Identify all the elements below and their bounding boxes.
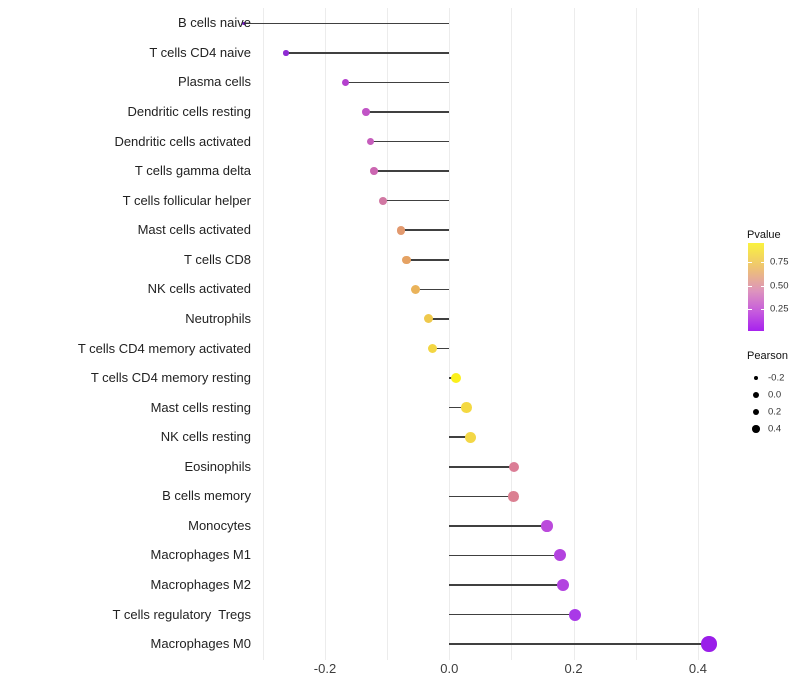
lollipop-dot <box>569 608 582 621</box>
y-axis-label: Mast cells resting <box>150 399 251 415</box>
pearson-size-label: 0.4 <box>768 423 782 435</box>
y-axis-label: Plasma cells <box>178 74 251 90</box>
lollipop-segment <box>415 288 450 291</box>
y-axis-label: Macrophages M0 <box>150 636 251 652</box>
pearson-size-label: -0.2 <box>768 372 785 384</box>
x-tick-label: 0.2 <box>564 661 583 676</box>
y-axis-label: B cells memory <box>162 488 251 504</box>
colorbar-tick-label: 0.25 <box>770 303 789 315</box>
lollipop-dot <box>366 137 375 146</box>
lollipop-segment <box>432 347 450 350</box>
pearson-size-dot <box>753 375 759 381</box>
lollipop-segment <box>345 81 450 84</box>
y-axis-label: T cells follicular helper <box>122 192 251 208</box>
gridline-x--0.3 <box>262 8 264 660</box>
y-axis-label: T cells gamma delta <box>134 163 251 179</box>
y-axis-label: NK cells resting <box>160 429 251 445</box>
lollipop-dot <box>557 579 570 592</box>
x-tick-label: 0.0 <box>440 661 459 676</box>
colorbar-tick-mark <box>748 309 752 310</box>
colorbar-tick-label: 0.50 <box>770 280 789 292</box>
lollipop-segment <box>400 229 450 232</box>
gridline-x-0.3 <box>635 8 637 660</box>
y-axis-label: Macrophages M1 <box>150 547 251 563</box>
y-axis-label: T cells CD4 naive <box>149 44 251 60</box>
lollipop-segment <box>366 111 450 113</box>
colorbar-tick-mark <box>760 309 764 310</box>
x-tick-label: 0.4 <box>688 661 707 676</box>
lollipop-segment <box>449 525 547 527</box>
lollipop-segment <box>370 140 450 143</box>
lollipop-dot <box>411 284 421 294</box>
lollipop-dot <box>242 21 246 26</box>
colorbar-tick-mark <box>748 262 752 263</box>
colorbar-tick-mark <box>760 286 764 288</box>
lollipop-dot <box>378 196 387 205</box>
lollipop-dot <box>427 343 438 354</box>
lollipop-dot <box>541 520 553 532</box>
lollipop-dot <box>553 549 566 562</box>
pearson-size-label: 0.2 <box>768 406 782 418</box>
lollipop-dot <box>362 108 370 116</box>
lollipop-segment <box>449 406 467 409</box>
y-axis-label: NK cells activated <box>147 281 251 297</box>
lollipop-segment <box>449 613 576 616</box>
lollipop-segment <box>382 199 450 202</box>
gridline-x--0.1 <box>387 8 389 660</box>
y-axis-label: Eosinophils <box>184 458 252 474</box>
gridline-x-0 <box>449 8 451 660</box>
lollipop-dot <box>402 255 411 265</box>
lollipop-segment <box>449 643 710 645</box>
lollipop-segment <box>285 52 450 54</box>
colorbar-tick-mark <box>760 262 764 263</box>
lollipop-dot <box>396 226 406 235</box>
lollipop-dot <box>424 314 434 324</box>
pearson-size-label: 0.0 <box>768 389 782 401</box>
y-axis-label: Neutrophils <box>185 310 251 326</box>
pvalue-legend-title: Pvalue <box>747 229 781 241</box>
pearson-size-dot <box>752 425 760 433</box>
lollipop-dot <box>451 373 462 384</box>
colorbar-tick-label: 0.75 <box>770 256 789 268</box>
lollipop-segment <box>449 554 560 557</box>
gridline-x-0.1 <box>511 8 513 660</box>
lollipop-dot <box>370 167 378 175</box>
y-axis-label: Dendritic cells activated <box>114 133 251 149</box>
lollipop-dot <box>461 402 472 413</box>
y-axis-label: T cells CD4 memory resting <box>90 370 251 386</box>
lollipop-segment <box>406 259 450 261</box>
gridline-x-0.4 <box>697 8 699 660</box>
y-axis-label: T cells CD4 memory activated <box>77 340 251 356</box>
y-axis-label: T cells CD8 <box>184 251 251 267</box>
lollipop-dot <box>508 461 520 473</box>
y-axis-label: T cells regulatory Tregs <box>112 606 251 622</box>
y-axis-label: Mast cells activated <box>137 222 251 238</box>
gridline-x-0.2 <box>573 8 575 660</box>
lollipop-dot <box>283 50 289 56</box>
pearson-legend-title: Pearson <box>747 350 788 362</box>
colorbar-tick-mark <box>748 286 752 288</box>
pvalue-colorbar <box>748 243 764 331</box>
lollipop-segment <box>449 465 514 468</box>
gridline-x--0.2 <box>325 8 326 660</box>
lollipop-segment <box>428 318 450 320</box>
lollipop-dot <box>464 431 476 443</box>
lollipop-dot <box>341 78 350 87</box>
y-axis-label: Monocytes <box>188 517 251 533</box>
lollipop-segment <box>449 584 564 586</box>
lollipop-segment <box>244 22 450 25</box>
lollipop-segment <box>374 170 450 172</box>
pearson-size-dot <box>752 408 760 416</box>
lollipop-dot <box>701 636 717 652</box>
x-tick-label: -0.2 <box>313 661 337 676</box>
pearson-size-dot <box>753 392 759 398</box>
y-axis-label: Macrophages M2 <box>150 577 251 593</box>
y-axis-label: Dendritic cells resting <box>127 103 251 119</box>
lollipop-segment <box>449 495 514 498</box>
lollipop-dot <box>508 491 519 502</box>
lollipop-segment <box>449 436 471 438</box>
y-axis-label: B cells naive <box>178 15 251 31</box>
